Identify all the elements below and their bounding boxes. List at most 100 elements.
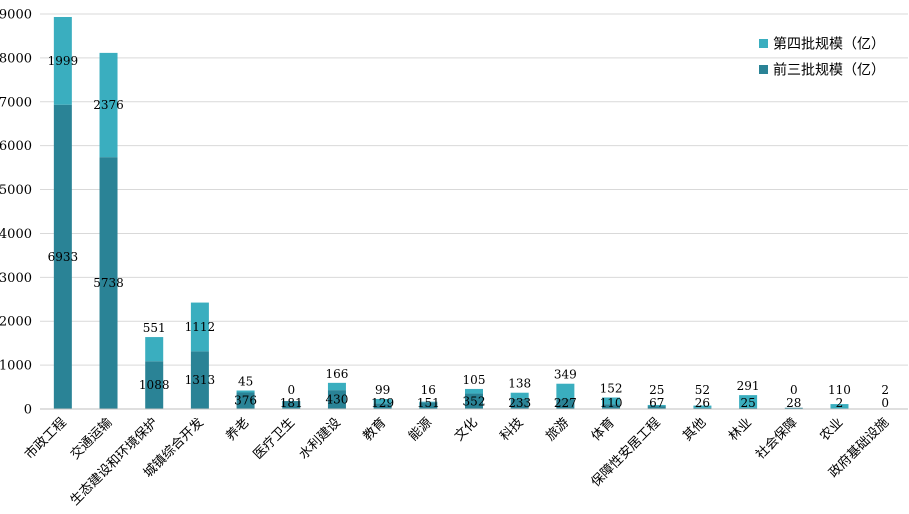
x-tick-label: 教育 xyxy=(360,415,390,445)
bar-fourth-batch xyxy=(327,382,346,391)
bar-first-three-batches xyxy=(145,361,164,409)
data-label-first-three-batches: 26 xyxy=(695,396,710,410)
bar-fourth-batch xyxy=(465,388,483,394)
y-tick-label: 2000 xyxy=(0,315,32,330)
bar-fourth-batch xyxy=(693,405,712,408)
bar-fourth-batch xyxy=(190,302,209,352)
data-label-fourth-batch: 1112 xyxy=(185,320,216,334)
bar-first-three-batches xyxy=(327,390,346,409)
bar-first-three-batches xyxy=(282,401,301,409)
data-label-fourth-batch: 99 xyxy=(375,383,390,397)
data-label-first-three-batches: 352 xyxy=(463,394,486,408)
x-tick-label: 农业 xyxy=(817,415,846,444)
x-tick-label: 社会保障 xyxy=(753,415,801,463)
bar-first-three-batches xyxy=(419,402,438,409)
y-tick-label: 3000 xyxy=(0,271,32,286)
data-label-fourth-batch: 45 xyxy=(238,375,253,389)
data-label-first-three-batches: 430 xyxy=(325,393,348,407)
data-label-fourth-batch: 166 xyxy=(325,367,348,381)
legend-label-first-three-batches: 前三批规模（亿） xyxy=(773,62,885,79)
data-label-fourth-batch: 551 xyxy=(143,321,166,335)
x-tick-label: 文化 xyxy=(452,415,481,444)
legend: 第四批规模（亿） 前三批规模（亿） xyxy=(759,36,885,79)
data-label-first-three-batches: 1088 xyxy=(139,378,170,392)
y-axis: 0 1000 2000 3000 4000 5000 6000 7000 8000 9000 xyxy=(0,8,32,418)
bar-first-three-batches xyxy=(693,407,712,409)
data-label-first-three-batches: 227 xyxy=(554,396,577,410)
bar-first-three-batches xyxy=(99,157,118,409)
data-label-fourth-batch: 105 xyxy=(463,373,486,387)
data-label-fourth-batch: 291 xyxy=(737,379,760,393)
data-labels: 6933199957382376108855113131112376451810… xyxy=(48,54,889,410)
legend-swatch-first-three-batches xyxy=(759,65,768,74)
y-tick-label: 4000 xyxy=(0,227,32,242)
data-label-first-three-batches: 1313 xyxy=(185,373,216,387)
x-tick-label: 体育 xyxy=(588,415,618,445)
data-label-fourth-batch: 2 xyxy=(881,383,889,397)
x-tick-label: 交通运输 xyxy=(67,415,115,463)
data-label-first-three-batches: 181 xyxy=(280,396,303,410)
y-tick-label: 0 xyxy=(24,403,32,418)
data-label-first-three-batches: 376 xyxy=(234,394,257,408)
bar-first-three-batches xyxy=(784,407,803,409)
x-tick-label: 市政工程 xyxy=(22,415,70,463)
bar-first-three-batches xyxy=(556,399,575,409)
bar-first-three-batches xyxy=(53,104,72,410)
x-tick-label: 能源 xyxy=(406,415,435,444)
bar-first-three-batches xyxy=(510,398,529,409)
data-label-first-three-batches: 5738 xyxy=(93,276,124,290)
data-label-first-three-batches: 2 xyxy=(836,396,844,410)
data-label-fourth-batch: 16 xyxy=(421,383,436,397)
bar-fourth-batch xyxy=(53,16,72,105)
bar-fourth-batch xyxy=(236,390,255,393)
data-label-first-three-batches: 151 xyxy=(417,396,440,410)
x-tick-label: 养老 xyxy=(223,415,253,445)
bar-fourth-batch xyxy=(602,397,621,405)
data-label-first-three-batches: 233 xyxy=(508,396,531,410)
bar-first-three-batches xyxy=(373,403,392,409)
bar-fourth-batch xyxy=(99,52,118,158)
x-tick-label: 水利建设 xyxy=(296,415,343,462)
data-label-first-three-batches: 110 xyxy=(600,396,623,410)
bar-fourth-batch xyxy=(556,383,575,400)
x-tick-label: 其他 xyxy=(680,415,709,444)
y-tick-label: 7000 xyxy=(0,95,32,110)
legend-label-fourth-batch: 第四批规模（亿） xyxy=(773,36,885,53)
bar-fourth-batch xyxy=(510,392,529,399)
data-label-first-three-batches: 28 xyxy=(786,396,801,410)
data-label-fourth-batch: 52 xyxy=(695,383,710,397)
data-label-fourth-batch: 138 xyxy=(508,377,531,391)
y-tick-label: 9000 xyxy=(0,8,32,23)
bar-fourth-batch xyxy=(739,395,758,408)
bar-fourth-batch xyxy=(145,337,164,362)
data-label-first-three-batches: 25 xyxy=(740,396,755,410)
bar-first-three-batches xyxy=(465,393,483,409)
bar-fourth-batch xyxy=(830,404,849,409)
data-label-first-three-batches: 0 xyxy=(881,396,889,410)
data-label-fourth-batch: 0 xyxy=(790,383,798,397)
x-tick-label: 旅游 xyxy=(543,415,572,444)
data-label-fourth-batch: 349 xyxy=(554,368,577,382)
legend-swatch-fourth-batch xyxy=(759,39,768,48)
data-label-fourth-batch: 1999 xyxy=(48,54,79,68)
y-tick-label: 1000 xyxy=(0,359,32,374)
x-tick-label: 生态建设和环境保护 xyxy=(68,415,161,508)
data-label-fourth-batch: 25 xyxy=(649,383,664,397)
bar-first-three-batches xyxy=(190,351,209,409)
bar-fourth-batch xyxy=(373,398,392,404)
y-tick-label: 5000 xyxy=(0,183,32,198)
grid-lines xyxy=(40,13,908,366)
data-label-first-three-batches: 6933 xyxy=(48,250,79,264)
bar-fourth-batch xyxy=(647,404,666,407)
y-tick-label: 8000 xyxy=(0,51,32,66)
bar-first-three-batches xyxy=(236,392,255,409)
bar-first-three-batches xyxy=(739,407,758,409)
y-tick-label: 6000 xyxy=(0,139,32,154)
x-tick-label: 医疗卫生 xyxy=(251,415,298,462)
x-tick-label: 林业 xyxy=(726,415,755,444)
data-label-fourth-batch: 110 xyxy=(828,383,851,397)
bars xyxy=(53,16,895,410)
data-label-fourth-batch: 0 xyxy=(287,383,295,397)
data-label-first-three-batches: 129 xyxy=(371,396,394,410)
